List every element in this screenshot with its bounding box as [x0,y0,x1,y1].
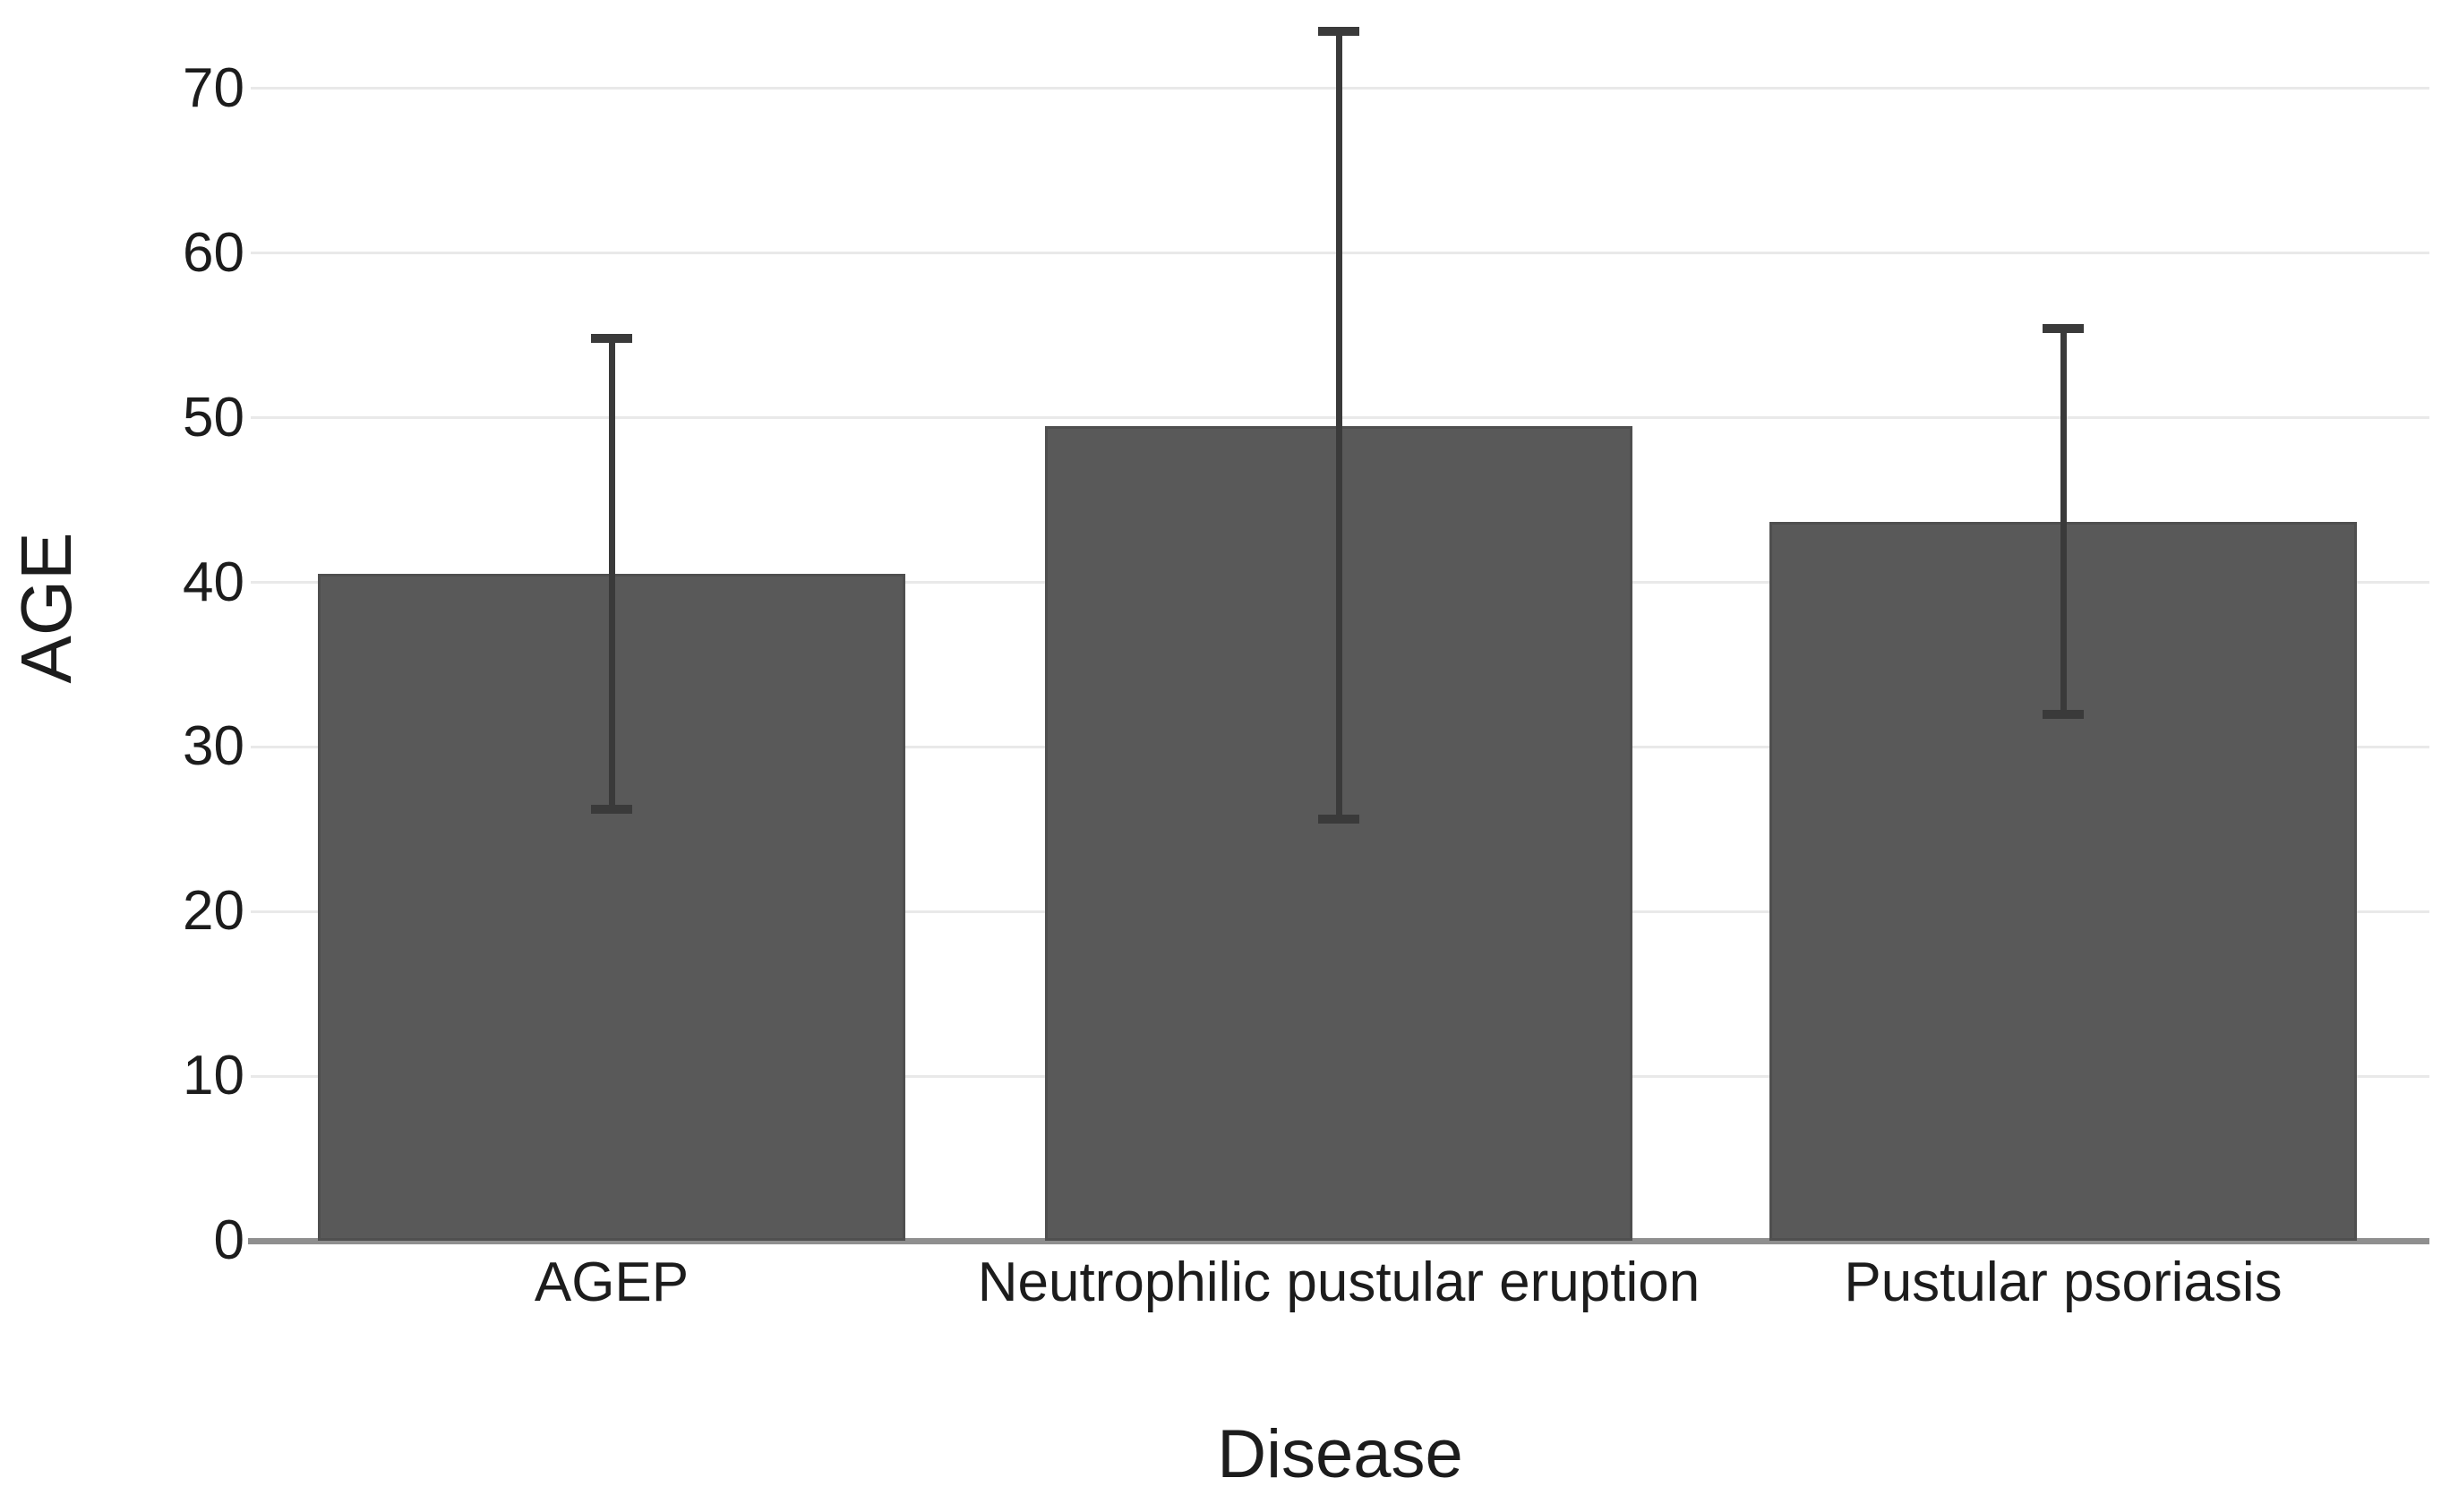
x-axis-line [248,1238,2429,1244]
y-tick-label: 50 [183,386,244,448]
y-axis-title: AGE [6,532,86,684]
x-category-label: Pustular psoriasis [1844,1251,2283,1313]
y-tick-label: 40 [183,551,244,613]
error-bar-cap-top [1318,26,1359,36]
error-bar-cap-top [591,334,632,344]
y-tick-label: 20 [183,880,244,943]
error-bar-cap-bottom [2043,709,2084,719]
error-bar-line [1335,30,1342,820]
y-tick-label: 0 [213,1209,244,1271]
bar [318,574,905,1241]
error-bar-cap-bottom [591,805,632,815]
error-bar-line [2060,329,2067,714]
y-tick-label: 10 [183,1045,244,1107]
y-tick-label: 60 [183,221,244,284]
error-bar-line [608,338,615,810]
x-category-label: AGEP [534,1251,690,1313]
y-tick-label: 30 [183,715,244,778]
x-category-label: Neutrophilic pustular eruption [977,1251,1700,1313]
x-axis-title: Disease [1217,1416,1463,1492]
y-tick-label: 70 [183,56,244,119]
error-bar-cap-top [2043,324,2084,334]
error-bar-cap-bottom [1318,815,1359,824]
